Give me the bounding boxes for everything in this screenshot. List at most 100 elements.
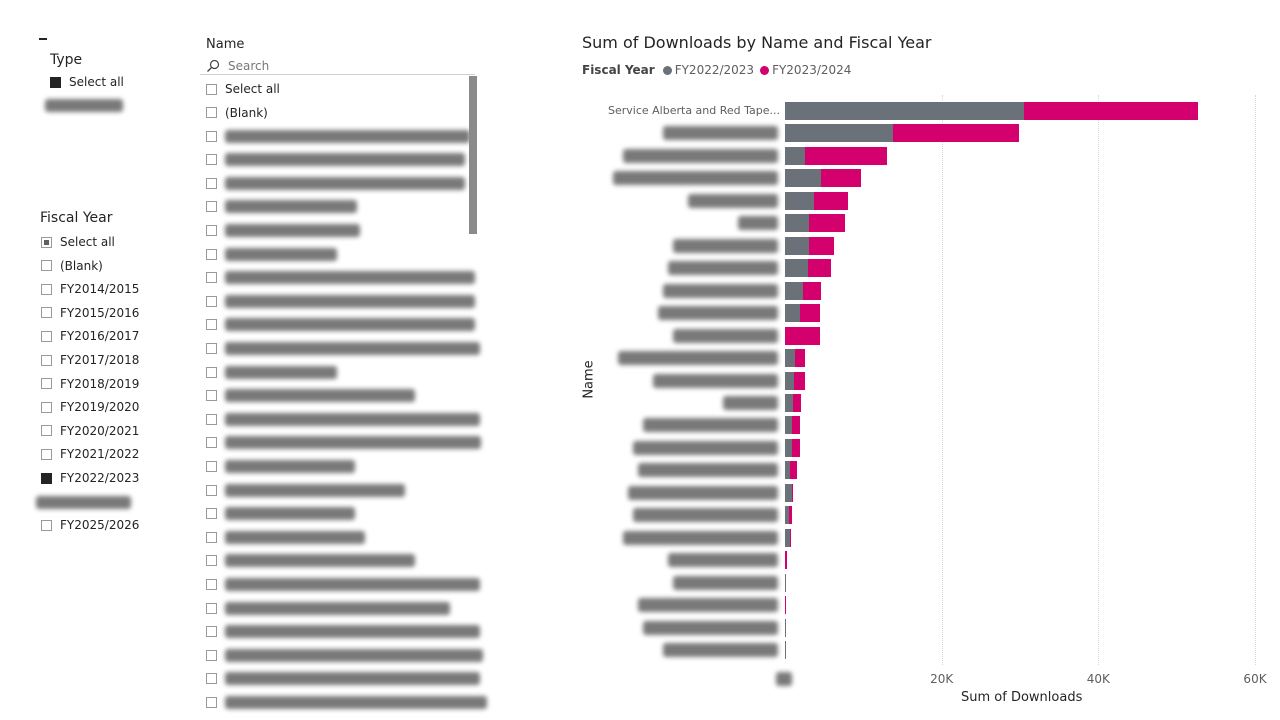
name-item-redacted[interactable] xyxy=(206,552,415,570)
checkbox-icon[interactable] xyxy=(206,342,217,354)
bar-fy2023-2024[interactable] xyxy=(785,326,821,345)
bar-fy2022-2023[interactable] xyxy=(785,124,894,143)
bar-fy2022-2023[interactable] xyxy=(785,236,810,255)
name-item-redacted[interactable] xyxy=(206,292,475,310)
bar-fy2022-2023[interactable] xyxy=(785,461,790,480)
name-item-redacted[interactable] xyxy=(206,174,465,192)
name-item-redacted[interactable] xyxy=(206,693,487,711)
name-item-redacted[interactable] xyxy=(206,599,450,617)
name-slicer-scrollbar[interactable] xyxy=(469,76,477,234)
bar-fy2022-2023[interactable] xyxy=(785,506,789,525)
checkbox-icon[interactable] xyxy=(41,425,52,437)
name-item-redacted[interactable] xyxy=(206,623,480,641)
fiscal-year-item[interactable]: FY2020/2021 xyxy=(41,422,139,440)
bar-fy2023-2024[interactable] xyxy=(793,371,806,390)
fiscal-year-item[interactable]: Select all xyxy=(41,233,115,251)
fiscal-year-item[interactable]: FY2021/2022 xyxy=(41,445,139,463)
name-item-redacted[interactable] xyxy=(206,410,480,428)
name-item[interactable]: (Blank) xyxy=(206,104,268,122)
bar-fy2022-2023[interactable] xyxy=(785,528,790,547)
checkbox-icon[interactable] xyxy=(206,295,217,307)
name-item-redacted[interactable] xyxy=(206,528,365,546)
name-item-redacted[interactable] xyxy=(206,575,480,593)
bar-fy2023-2024[interactable] xyxy=(792,393,801,412)
checkbox-icon[interactable] xyxy=(41,448,52,460)
bar-fy2023-2024[interactable] xyxy=(893,124,1020,143)
checkbox-icon[interactable] xyxy=(206,366,217,378)
bar-fy2022-2023[interactable] xyxy=(785,169,822,188)
checkbox-icon[interactable] xyxy=(206,201,217,213)
bar-fy2023-2024[interactable] xyxy=(789,461,797,480)
bar-fy2023-2024[interactable] xyxy=(821,169,861,188)
bar-fy2022-2023[interactable] xyxy=(785,483,793,502)
name-item-redacted[interactable] xyxy=(206,646,483,664)
name-item-redacted[interactable] xyxy=(206,221,360,239)
fiscal-year-item[interactable]: FY2015/2016 xyxy=(41,304,139,322)
checkbox-icon[interactable] xyxy=(206,413,217,425)
name-item-redacted[interactable] xyxy=(206,505,355,523)
checkbox-icon[interactable] xyxy=(41,472,52,484)
bar-fy2022-2023[interactable] xyxy=(785,438,793,457)
bar-fy2023-2024[interactable] xyxy=(792,483,794,502)
checkbox-icon[interactable] xyxy=(206,626,217,638)
checkbox-icon[interactable] xyxy=(41,330,52,342)
bar-fy2022-2023[interactable] xyxy=(785,618,786,637)
fiscal-year-item[interactable]: FY2014/2015 xyxy=(41,280,139,298)
fiscal-year-item[interactable]: FY2017/2018 xyxy=(41,351,139,369)
name-item-redacted[interactable] xyxy=(206,363,337,381)
bar-fy2023-2024[interactable] xyxy=(807,259,832,278)
fiscal-year-item[interactable]: FY2016/2017 xyxy=(41,327,139,345)
bar-fy2022-2023[interactable] xyxy=(785,146,806,165)
fiscal-item-redacted[interactable] xyxy=(36,495,131,509)
name-item-redacted[interactable] xyxy=(206,339,480,357)
checkbox-icon[interactable] xyxy=(41,519,52,531)
checkbox-icon[interactable] xyxy=(206,248,217,260)
checkbox-icon[interactable] xyxy=(206,484,217,496)
search-input[interactable]: Search xyxy=(228,58,270,73)
bar-fy2022-2023[interactable] xyxy=(785,393,793,412)
checkbox-icon[interactable] xyxy=(41,236,52,248)
bar-fy2022-2023[interactable] xyxy=(785,259,808,278)
type-item-redacted[interactable] xyxy=(45,99,123,112)
bar-fy2023-2024[interactable] xyxy=(788,506,793,525)
name-item-redacted[interactable] xyxy=(206,387,415,405)
bar-fy2022-2023[interactable] xyxy=(785,371,794,390)
checkbox-icon[interactable] xyxy=(50,76,61,88)
legend-item[interactable]: FY2023/2024 xyxy=(772,63,852,77)
name-item-redacted[interactable] xyxy=(206,269,475,287)
name-item-redacted[interactable] xyxy=(206,457,355,475)
name-item-redacted[interactable] xyxy=(206,198,357,216)
checkbox-icon[interactable] xyxy=(41,354,52,366)
checkbox-icon[interactable] xyxy=(206,460,217,472)
bar-fy2022-2023[interactable] xyxy=(785,304,800,323)
checkbox-icon[interactable] xyxy=(41,283,52,295)
checkbox-icon[interactable] xyxy=(206,649,217,661)
checkbox-icon[interactable] xyxy=(206,130,217,142)
name-item-redacted[interactable] xyxy=(206,481,405,499)
checkbox-icon[interactable] xyxy=(41,378,52,390)
checkbox-icon[interactable] xyxy=(41,260,52,272)
bar-fy2023-2024[interactable] xyxy=(809,236,835,255)
bar-fy2023-2024[interactable] xyxy=(785,551,788,570)
bar-fy2022-2023[interactable] xyxy=(785,191,814,210)
bar-fy2022-2023[interactable] xyxy=(785,102,1024,120)
checkbox-icon[interactable] xyxy=(206,673,217,685)
checkbox-icon[interactable] xyxy=(41,401,52,413)
bar-fy2023-2024[interactable] xyxy=(803,281,822,300)
bar-fy2023-2024[interactable] xyxy=(799,304,821,323)
checkbox-icon[interactable] xyxy=(206,154,217,166)
checkbox-icon[interactable] xyxy=(206,602,217,614)
fiscal-year-item[interactable]: (Blank) xyxy=(41,257,103,275)
fiscal-year-item[interactable]: FY2018/2019 xyxy=(41,375,139,393)
bar-fy2023-2024[interactable] xyxy=(813,191,848,210)
bar-fy2023-2024[interactable] xyxy=(789,528,792,547)
checkbox-icon[interactable] xyxy=(206,107,217,119)
checkbox-icon[interactable] xyxy=(206,578,217,590)
fiscal-year-item[interactable]: FY2019/2020 xyxy=(41,398,139,416)
checkbox-icon[interactable] xyxy=(206,555,217,567)
checkbox-icon[interactable] xyxy=(206,390,217,402)
name-item-redacted[interactable] xyxy=(206,434,481,452)
bar-fy2022-2023[interactable] xyxy=(785,349,796,368)
fiscal-year-item[interactable]: FY2025/2026 xyxy=(41,516,139,534)
legend-item[interactable]: FY2022/2023 xyxy=(674,63,755,77)
